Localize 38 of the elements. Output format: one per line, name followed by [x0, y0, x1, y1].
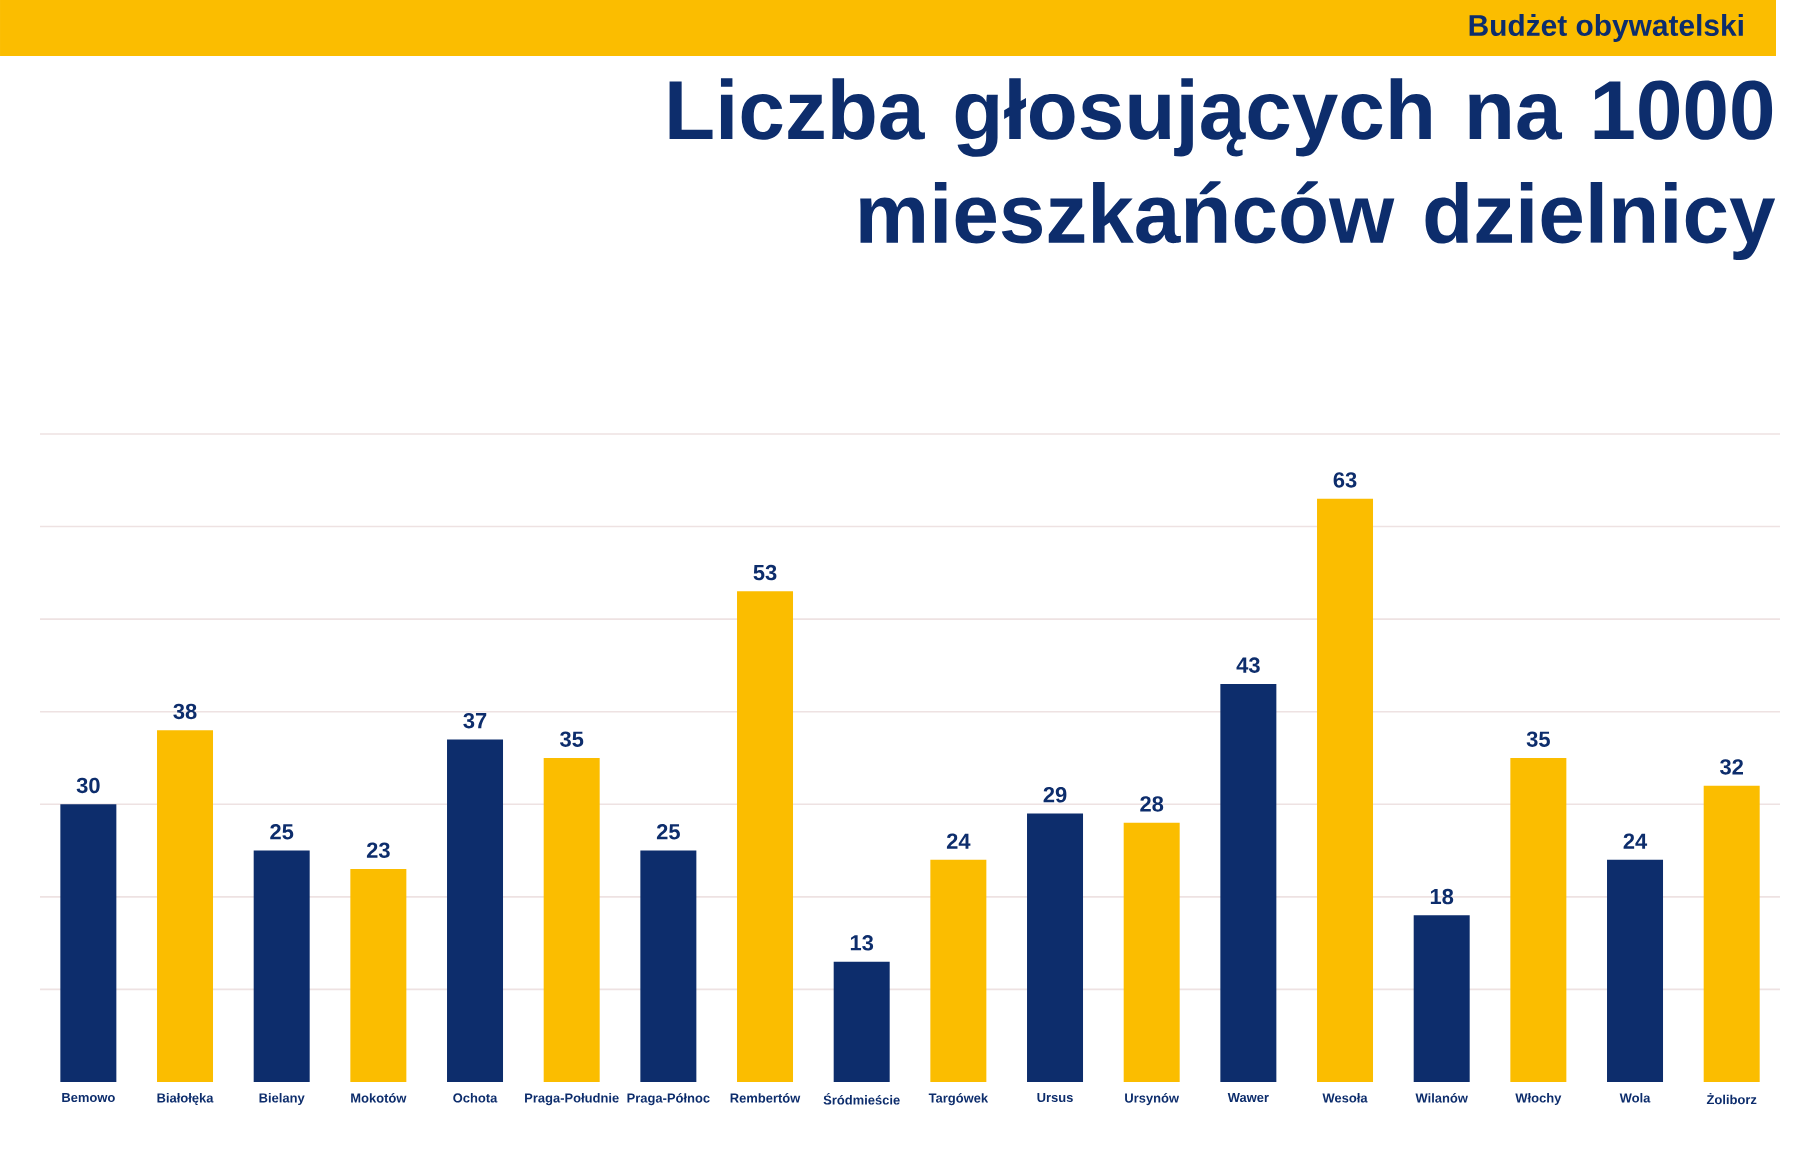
data-label: 24 — [1623, 833, 1648, 849]
data-label: 35 — [560, 731, 584, 747]
bar — [1317, 498, 1374, 1082]
data-label: 28 — [1140, 796, 1164, 812]
chart-title: Liczba głosujących na 1000 mieszkańców dzielnicy — [669, 78, 1776, 260]
bar — [1220, 683, 1277, 1082]
bar — [640, 850, 697, 1082]
data-label: 18 — [1430, 888, 1454, 905]
bar — [930, 859, 987, 1082]
bar — [737, 591, 794, 1082]
data-label: 38 — [173, 703, 197, 720]
bar — [543, 757, 600, 1082]
bar — [157, 730, 214, 1082]
bar — [1703, 785, 1760, 1082]
bar — [1607, 859, 1664, 1082]
data-label: 25 — [656, 824, 680, 840]
bar — [447, 739, 504, 1082]
data-label: 25 — [270, 824, 294, 840]
bar — [833, 961, 890, 1082]
bar — [1510, 757, 1567, 1082]
data-label: 63 — [1333, 472, 1357, 488]
data-label: 13 — [850, 935, 874, 951]
bar — [60, 804, 117, 1082]
data-label: 32 — [1720, 759, 1743, 775]
bar — [350, 869, 407, 1082]
data-label: 35 — [1526, 731, 1550, 747]
bar — [1027, 813, 1084, 1082]
data-label: 53 — [753, 564, 777, 581]
data-label: 23 — [366, 842, 390, 859]
bar — [253, 850, 310, 1082]
data-label: 37 — [463, 712, 487, 729]
data-label: 29 — [1043, 786, 1067, 803]
bar — [1413, 915, 1470, 1082]
chart-subtitle: Budżet obywatelski — [1469, 14, 1743, 42]
data-label: 24 — [946, 833, 971, 849]
data-label: 43 — [1236, 657, 1260, 673]
bar — [1123, 822, 1180, 1082]
data-label: 30 — [76, 777, 100, 794]
